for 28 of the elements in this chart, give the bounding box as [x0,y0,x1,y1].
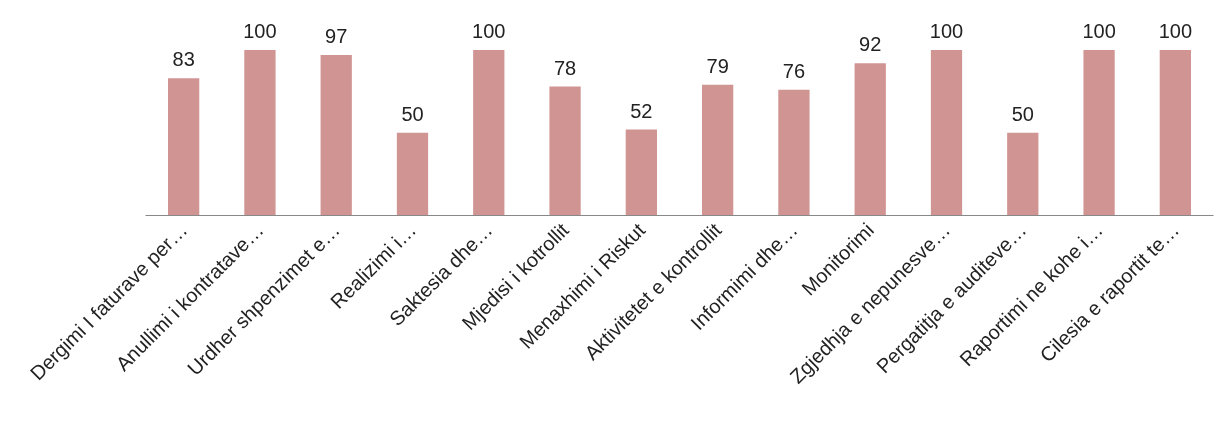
data-label: 76 [782,59,806,82]
bar [1083,50,1115,216]
bar [854,63,886,216]
bar [244,50,276,216]
bar [1159,50,1191,216]
bar [702,84,734,216]
data-label: 79 [706,54,729,77]
data-label: 100 [1082,20,1116,43]
data-label: 100 [929,20,964,43]
bar [1007,132,1039,216]
data-label: 100 [472,20,506,43]
bar [549,86,581,216]
data-label: 83 [172,48,195,71]
data-label: 100 [243,20,277,43]
bar [168,78,200,216]
bar [778,89,810,216]
data-label: 78 [553,56,577,79]
data-label: 92 [859,33,882,56]
data-label: 52 [630,99,653,122]
bar [625,129,657,216]
data-label: 50 [401,102,424,125]
bar [930,50,963,216]
bar [396,132,429,216]
bar [473,50,505,216]
data-label: 100 [1158,20,1193,43]
data-label: 50 [1011,102,1034,125]
bar [320,55,352,216]
data-label: 97 [325,25,348,48]
